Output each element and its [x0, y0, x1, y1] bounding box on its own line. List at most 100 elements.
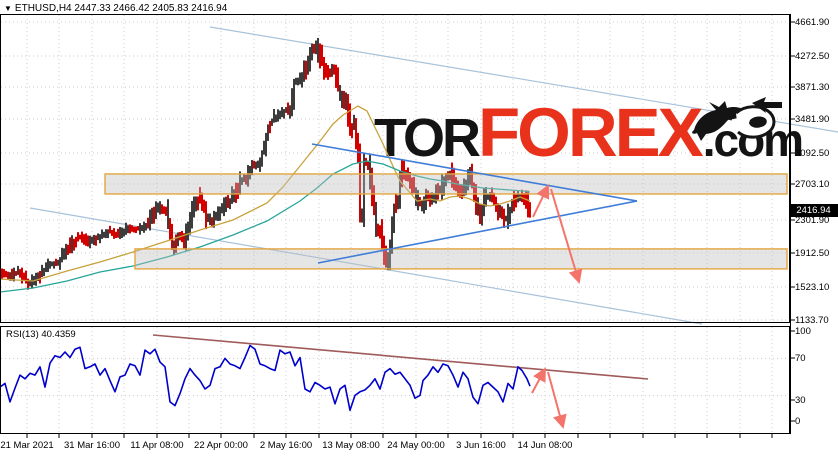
candle — [233, 189, 235, 203]
candle — [273, 108, 275, 123]
candle — [93, 234, 95, 246]
price-axis-label: 2301.90 — [795, 214, 830, 226]
candle — [151, 207, 153, 224]
candle — [15, 271, 17, 276]
candle — [293, 78, 295, 110]
candle — [473, 182, 475, 203]
candle — [39, 270, 41, 284]
candle — [67, 244, 69, 255]
candle — [259, 157, 261, 172]
candle — [353, 114, 355, 130]
candle — [175, 234, 177, 253]
candle — [369, 153, 371, 190]
candle — [113, 228, 115, 239]
candle — [235, 182, 237, 203]
candle — [287, 102, 289, 115]
rsi-line — [1, 344, 531, 412]
candle — [345, 92, 347, 110]
candle — [149, 209, 151, 231]
candle — [201, 192, 203, 211]
candle — [29, 279, 31, 287]
candle — [229, 198, 231, 210]
candle — [267, 124, 269, 141]
candle — [513, 190, 515, 212]
candle — [469, 167, 471, 185]
candle — [503, 208, 505, 228]
candle — [221, 203, 223, 214]
candle — [139, 223, 141, 235]
watermark-tor-text: TOR — [374, 108, 481, 168]
symbol-ohlc-text: ETHUSD,H4 2447.33 2466.42 2405.83 2416.9… — [14, 3, 228, 14]
candle — [391, 216, 393, 254]
candle — [167, 199, 169, 229]
candle — [257, 160, 259, 168]
candle — [385, 245, 387, 268]
candle — [491, 187, 493, 203]
candle — [351, 123, 353, 139]
candle — [371, 167, 373, 207]
candle — [25, 270, 27, 284]
price-axis-label: 3092.50 — [795, 147, 830, 159]
candle — [141, 225, 143, 232]
candle — [437, 183, 439, 200]
candle — [137, 226, 139, 231]
candle — [399, 171, 401, 209]
candle — [427, 190, 429, 202]
candle — [223, 197, 225, 217]
candle — [57, 259, 59, 266]
candle — [19, 269, 21, 278]
candle — [35, 272, 37, 286]
rsi-up-arrow — [531, 367, 546, 394]
time-axis-label: 11 Apr 08:00 — [130, 440, 184, 451]
price-axis-label: 2703.10 — [795, 178, 830, 190]
candle — [131, 225, 133, 232]
candle — [317, 37, 319, 63]
candle — [467, 169, 469, 191]
candle — [285, 107, 287, 113]
price-up-arrow — [532, 184, 550, 218]
candle — [13, 267, 15, 282]
time-axis-label: 24 May 00:00 — [387, 440, 445, 451]
candle — [339, 84, 341, 101]
candle — [213, 210, 215, 228]
candle — [71, 235, 73, 254]
candle — [173, 240, 175, 256]
candle — [37, 272, 39, 281]
candle — [315, 40, 317, 55]
candle — [329, 68, 331, 78]
candle — [17, 265, 19, 275]
candle — [161, 204, 163, 214]
candle — [53, 261, 55, 269]
candle — [445, 173, 447, 187]
candle — [321, 44, 323, 66]
watermark-forex-text: FOREX — [478, 94, 704, 171]
candle — [21, 267, 23, 284]
candle — [431, 192, 433, 205]
candle — [121, 227, 123, 238]
candle — [403, 160, 405, 180]
dropdown-arrow-icon[interactable]: ▼ — [4, 4, 12, 13]
candle — [247, 165, 249, 187]
candle — [457, 180, 459, 196]
rsi-axis-label: 100 — [795, 325, 811, 337]
time-axis-label: 31 Mar 16:00 — [64, 440, 120, 451]
candle — [225, 196, 227, 212]
candle — [501, 206, 503, 220]
candle — [279, 110, 281, 120]
candle — [319, 43, 321, 69]
candle — [389, 239, 391, 270]
candle — [303, 60, 305, 82]
candle — [291, 88, 293, 117]
candle — [135, 226, 137, 234]
candle — [449, 170, 451, 181]
candle — [191, 200, 193, 229]
candle — [125, 222, 127, 235]
candle — [527, 190, 529, 218]
candle — [309, 47, 311, 72]
candle — [393, 203, 395, 234]
candle — [361, 208, 363, 223]
candle — [49, 261, 51, 269]
candle — [307, 55, 309, 75]
candle — [529, 202, 531, 218]
